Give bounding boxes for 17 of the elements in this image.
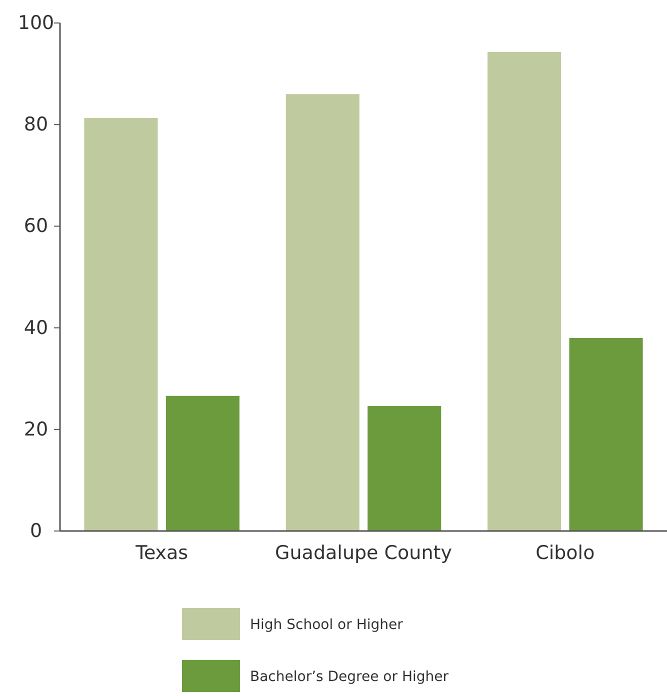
bar: [84, 118, 158, 531]
x-tick-label: Guadalupe County: [275, 542, 452, 564]
x-tick-label: Cibolo: [536, 542, 595, 564]
legend-label: High School or Higher: [250, 617, 404, 633]
bar: [286, 94, 360, 531]
x-tick-label: Texas: [134, 542, 188, 564]
y-tick-label: 0: [30, 520, 42, 542]
y-tick-label: 60: [24, 215, 48, 238]
y-tick-label: 40: [24, 316, 48, 339]
y-tick-label: 80: [24, 114, 48, 136]
bar: [166, 396, 240, 531]
bar: [569, 338, 643, 531]
bar: [368, 406, 442, 531]
legend-label: Bachelor’s Degree or Higher: [250, 669, 449, 685]
bar: [488, 52, 562, 531]
y-tick-label: 100: [18, 12, 54, 34]
y-tick-label: 20: [24, 418, 48, 440]
